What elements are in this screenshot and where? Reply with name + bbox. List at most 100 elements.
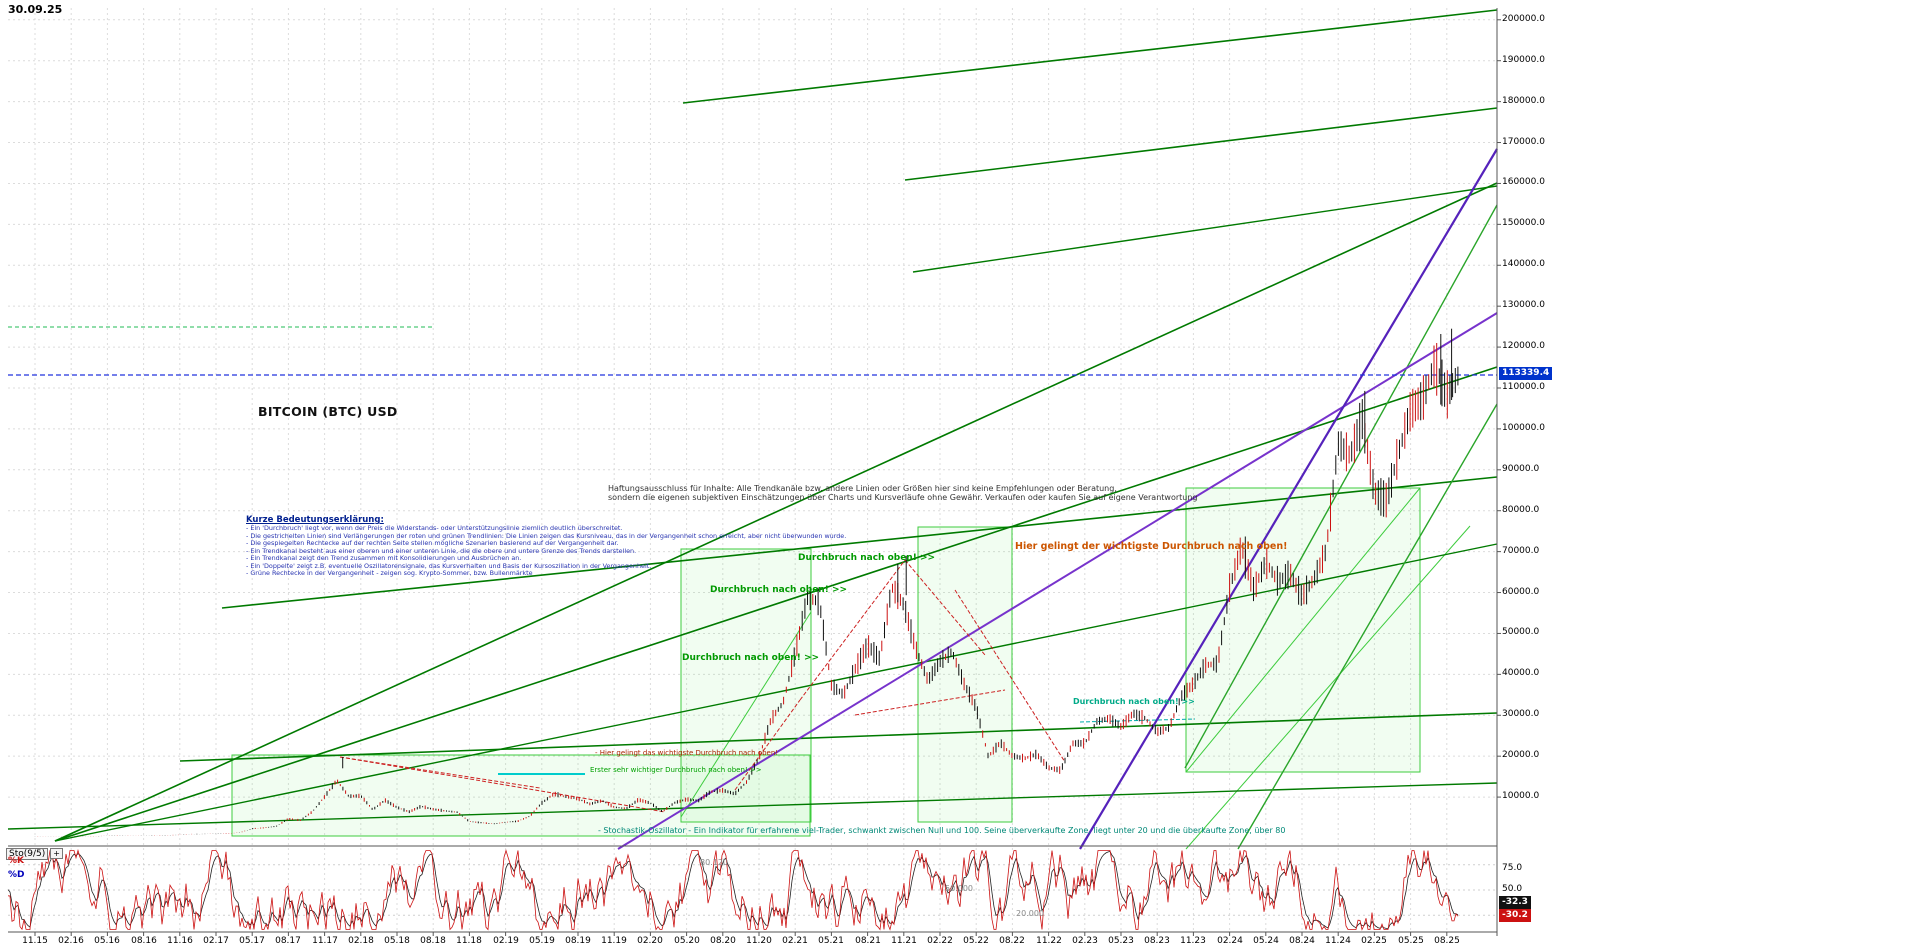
oscillator-d-badge: -30.2 [1499, 909, 1531, 922]
y-axis-label: 70000.0 [1502, 546, 1540, 556]
x-axis-label: 11.15 [22, 936, 48, 946]
disclaimer-line-2: sondern die eigenen subjektiven Einschät… [608, 493, 1198, 502]
y-axis-label: 60000.0 [1502, 587, 1540, 597]
legend-title: Kurze Bedeutungserklärung: [246, 515, 384, 525]
x-axis-label: 02.17 [203, 936, 229, 946]
x-axis-label: 02.19 [493, 936, 519, 946]
oscillator-d-label: %D [8, 870, 25, 880]
annotation-first-breakout: Erster sehr wichtiger Durchbruch nach ob… [590, 766, 762, 774]
fan-support-2 [54, 366, 1498, 842]
oscillator-scale-label: 75.0 [1502, 863, 1523, 873]
x-axis-label: 08.17 [275, 936, 301, 946]
y-axis-label: 120000.0 [1502, 341, 1545, 351]
gridlines [8, 8, 1497, 932]
y-axis-label: 20000.0 [1502, 750, 1540, 760]
low-gentle-resistance [179, 712, 1498, 762]
legend-block: Kurze Bedeutungserklärung: - Ein 'Durchb… [246, 515, 906, 578]
current-price-badge: 113339.4 [1499, 367, 1553, 380]
red-dash-2021-base [854, 689, 1006, 716]
legend-items: - Ein 'Durchbruch' liegt vor, wenn der P… [246, 524, 906, 578]
oscillator-k-badge: -32.3 [1499, 896, 1531, 909]
x-axis-label: 02.23 [1072, 936, 1098, 946]
x-axis-label: 05.24 [1253, 936, 1279, 946]
annotation-breakout-2020-mid: Durchbruch nach oben! >> [710, 585, 848, 595]
x-axis-label: 08.22 [999, 936, 1025, 946]
y-axis-label: 180000.0 [1502, 96, 1545, 106]
bull-box-2020 [680, 548, 812, 823]
annotation-stochastic-note: - Stochastik-Oszillator - Ein Indikator … [598, 826, 1286, 835]
oscillator-header: Sto(9/5) + [6, 841, 63, 860]
x-axis-label: 02.21 [782, 936, 808, 946]
x-axis-label: 11.17 [312, 936, 338, 946]
legend-item: - Ein 'Durchbruch' liegt vor, wenn der P… [246, 524, 623, 532]
y-axis-label: 160000.0 [1502, 177, 1545, 187]
x-axis-label: 11.24 [1325, 936, 1351, 946]
y-axis-label: 50000.0 [1502, 627, 1540, 637]
x-axis-label: 11.16 [167, 936, 193, 946]
steep-channel-upper [1184, 204, 1498, 769]
annotation-main-breakout-2024: Hier gelingt der wichtigste Durchbruch n… [1015, 541, 1288, 552]
x-axis-label: 02.22 [927, 936, 953, 946]
disclaimer-line-1: Haftungsausschluss für Inhalte: Alle Tre… [608, 484, 1117, 493]
x-axis-label: 08.20 [710, 936, 736, 946]
red-dash-2020-rise [734, 699, 801, 791]
box-2021-2022 [917, 526, 1013, 823]
annotation-breakout-2020-top: Durchbruch nach oben! >> [798, 553, 936, 563]
x-axis-label: 08.19 [565, 936, 591, 946]
red-dash-2021-fall [904, 559, 986, 656]
legend-item: - Ein 'Doppelte' zeigt z.B. eventuelle O… [246, 561, 652, 570]
y-axis-label: 130000.0 [1502, 300, 1545, 310]
y-axis-label: 40000.0 [1502, 668, 1540, 678]
x-axis-label: 02.16 [58, 936, 84, 946]
annotation-main-breakout-2017: - Hier gelingt das wichtigste Durchbruch… [595, 749, 779, 757]
disclaimer-text: Haftungsausschluss für Inhalte: Alle Tre… [608, 484, 1198, 502]
x-axis-label: 08.25 [1434, 936, 1460, 946]
upper-resistance-2 [904, 107, 1498, 181]
x-axis-label: 05.18 [384, 936, 410, 946]
violet-trend-2 [1079, 148, 1498, 850]
x-axis-label: 08.24 [1289, 936, 1315, 946]
oscillator-name[interactable]: Sto(9/5) [6, 848, 49, 860]
y-axis-label: 90000.0 [1502, 464, 1540, 474]
legend-item: - Die gespiegelten Rechtecke auf der rec… [246, 539, 619, 547]
y-axis-label: 100000.0 [1502, 423, 1545, 433]
fan-support-1 [54, 182, 1498, 842]
stochastic-oscillator-series [7, 849, 1459, 931]
upper-resistance-3 [912, 185, 1498, 273]
y-axis-label: 30000.0 [1502, 709, 1540, 719]
x-axis-label: 05.23 [1108, 936, 1134, 946]
oscillator-level-80: 80.120 [700, 858, 728, 867]
candlestick-series [34, 328, 1459, 837]
axes-frame [8, 8, 1501, 936]
stochastic-k-line [7, 849, 1459, 931]
x-axis-label: 08.21 [855, 936, 881, 946]
steep-channel-lower [1237, 403, 1498, 850]
x-axis-label: 11.22 [1036, 936, 1062, 946]
x-axis-label: 02.24 [1217, 936, 1243, 946]
stochastic-d-line [7, 850, 1459, 930]
x-axis-label: 02.20 [637, 936, 663, 946]
annotation-breakout-2020-low: Durchbruch nach oben! >> [682, 653, 820, 663]
upper-resistance-1 [682, 9, 1498, 104]
y-axis-label: 140000.0 [1502, 259, 1545, 269]
x-axis-label: 05.19 [529, 936, 555, 946]
y-axis-label: 80000.0 [1502, 505, 1540, 515]
x-axis-label: 11.18 [456, 936, 482, 946]
x-axis-label: 05.22 [963, 936, 989, 946]
x-axis-label: 05.25 [1398, 936, 1424, 946]
oscillator-settings-button[interactable]: + [50, 848, 63, 859]
oscillator-k-label: %K [8, 856, 24, 866]
y-axis-label: 10000.0 [1502, 791, 1540, 801]
x-axis-label: 08.16 [131, 936, 157, 946]
x-axis-label: 02.25 [1361, 936, 1387, 946]
x-axis-label: 11.21 [891, 936, 917, 946]
x-axis-label: 02.18 [348, 936, 374, 946]
y-axis-label: 190000.0 [1502, 55, 1545, 65]
x-axis-label: 05.21 [818, 936, 844, 946]
legend-item: - Die gestrichelten Linien sind Verlänge… [246, 531, 847, 540]
red-dash-2021-rise [799, 559, 906, 701]
x-axis-label: 11.20 [746, 936, 772, 946]
legend-item: - Grüne Rechtecke in der Vergangenheit -… [246, 569, 533, 577]
